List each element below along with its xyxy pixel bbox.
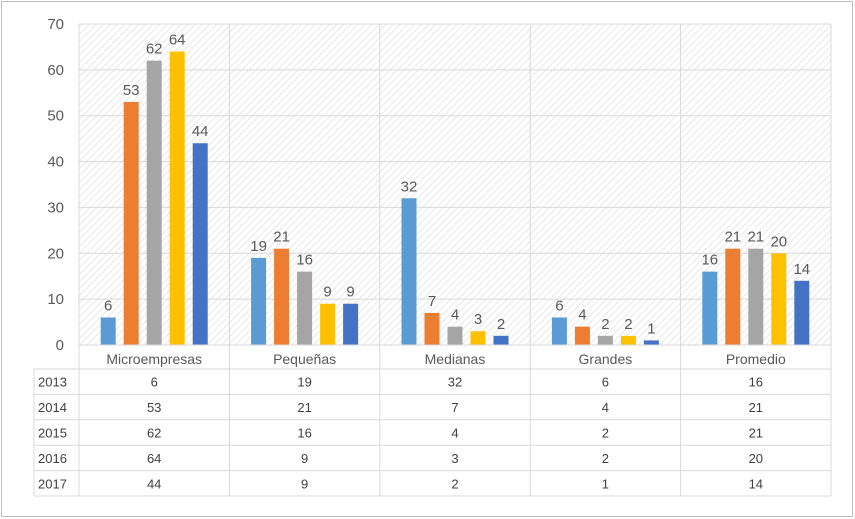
axes: 0 10 20 30 40 50 60 70 Microempresas Pequeñas Medi… xyxy=(47,16,831,367)
bar xyxy=(551,317,567,345)
data-label: 53 xyxy=(123,82,140,99)
table-cell: 9 xyxy=(301,476,308,491)
table-cell: 44 xyxy=(147,476,161,491)
bar xyxy=(493,335,509,345)
data-label: 21 xyxy=(273,229,290,246)
bar xyxy=(574,326,590,345)
data-label: 16 xyxy=(701,252,718,269)
bar xyxy=(100,317,116,345)
y-tick-label: 20 xyxy=(47,245,64,262)
data-label: 20 xyxy=(770,233,787,250)
table-cell: 6 xyxy=(151,375,158,390)
y-tick-label: 40 xyxy=(47,154,64,171)
data-label: 44 xyxy=(192,123,209,140)
category-label: Promedio xyxy=(726,351,786,367)
bar xyxy=(643,340,659,345)
data-label: 14 xyxy=(793,261,810,278)
table-cell: 4 xyxy=(451,426,458,441)
data-label: 6 xyxy=(104,297,112,314)
table-cell: 64 xyxy=(147,451,161,466)
y-tick-label: 30 xyxy=(47,199,64,216)
bar xyxy=(343,303,359,345)
data-label: 3 xyxy=(474,311,482,328)
bar xyxy=(192,143,208,345)
y-tick-label: 70 xyxy=(47,16,64,33)
table-cell: 20 xyxy=(749,451,763,466)
table-cell: 19 xyxy=(297,375,311,390)
data-label: 9 xyxy=(323,284,331,301)
category-label: Microempresas xyxy=(106,351,202,367)
y-tick-label: 60 xyxy=(47,62,64,79)
data-label: 16 xyxy=(296,252,313,269)
bar xyxy=(748,248,764,345)
table-series-name: 2016 xyxy=(38,451,67,466)
data-label: 21 xyxy=(724,229,741,246)
bar xyxy=(297,271,313,345)
bar xyxy=(251,257,267,345)
table-cell: 1 xyxy=(602,476,609,491)
data-label: 62 xyxy=(146,41,163,58)
data-label: 64 xyxy=(169,32,186,49)
bar xyxy=(620,335,636,345)
table-series-name: 2017 xyxy=(38,476,67,491)
table-cell: 21 xyxy=(297,400,311,415)
category-label: Grandes xyxy=(579,351,633,367)
bar xyxy=(794,280,810,345)
data-label: 2 xyxy=(624,316,632,333)
table-series-name: 2015 xyxy=(38,426,67,441)
table-cell: 14 xyxy=(749,476,763,491)
bar xyxy=(320,303,336,345)
data-label: 2 xyxy=(601,316,609,333)
y-tick-label: 10 xyxy=(47,291,64,308)
bar xyxy=(401,198,417,345)
table-cell: 16 xyxy=(297,426,311,441)
category-label: Medianas xyxy=(425,351,486,367)
data-label: 6 xyxy=(555,297,563,314)
table-cell: 62 xyxy=(147,426,161,441)
table-cell: 9 xyxy=(301,451,308,466)
bar xyxy=(702,271,718,345)
table-series-name: 2013 xyxy=(38,375,67,390)
table-series-name: 2014 xyxy=(38,400,67,415)
y-tick-label: 50 xyxy=(47,108,64,125)
bar xyxy=(771,253,787,345)
table-cell: 16 xyxy=(749,375,763,390)
data-label: 19 xyxy=(250,238,267,255)
table-cell: 2 xyxy=(602,451,609,466)
table-cell: 2 xyxy=(602,426,609,441)
bar xyxy=(725,248,741,345)
table-cell: 2 xyxy=(451,476,458,491)
data-label: 4 xyxy=(578,307,586,324)
table-cell: 32 xyxy=(448,375,462,390)
bar xyxy=(424,312,440,345)
plot-area xyxy=(79,24,831,345)
bar xyxy=(470,331,486,345)
table-cell: 53 xyxy=(147,400,161,415)
bar xyxy=(274,248,290,345)
table-cell: 7 xyxy=(451,400,458,415)
bar xyxy=(597,335,613,345)
y-tick-label: 0 xyxy=(56,337,64,354)
data-label: 7 xyxy=(428,293,436,310)
data-label: 21 xyxy=(747,229,764,246)
category-label: Pequeñas xyxy=(273,351,336,367)
data-label: 2 xyxy=(497,316,505,333)
table-cell: 6 xyxy=(602,375,609,390)
data-label: 1 xyxy=(647,320,655,337)
bar xyxy=(447,326,463,345)
bar xyxy=(146,60,162,345)
table-cell: 3 xyxy=(451,451,458,466)
bar xyxy=(123,101,139,345)
table-cell: 4 xyxy=(602,400,609,415)
data-label: 9 xyxy=(346,284,354,301)
table-cell: 21 xyxy=(749,400,763,415)
data-label: 4 xyxy=(451,307,459,324)
bar xyxy=(169,51,185,346)
data-label: 32 xyxy=(401,178,418,195)
table-cell: 21 xyxy=(749,426,763,441)
